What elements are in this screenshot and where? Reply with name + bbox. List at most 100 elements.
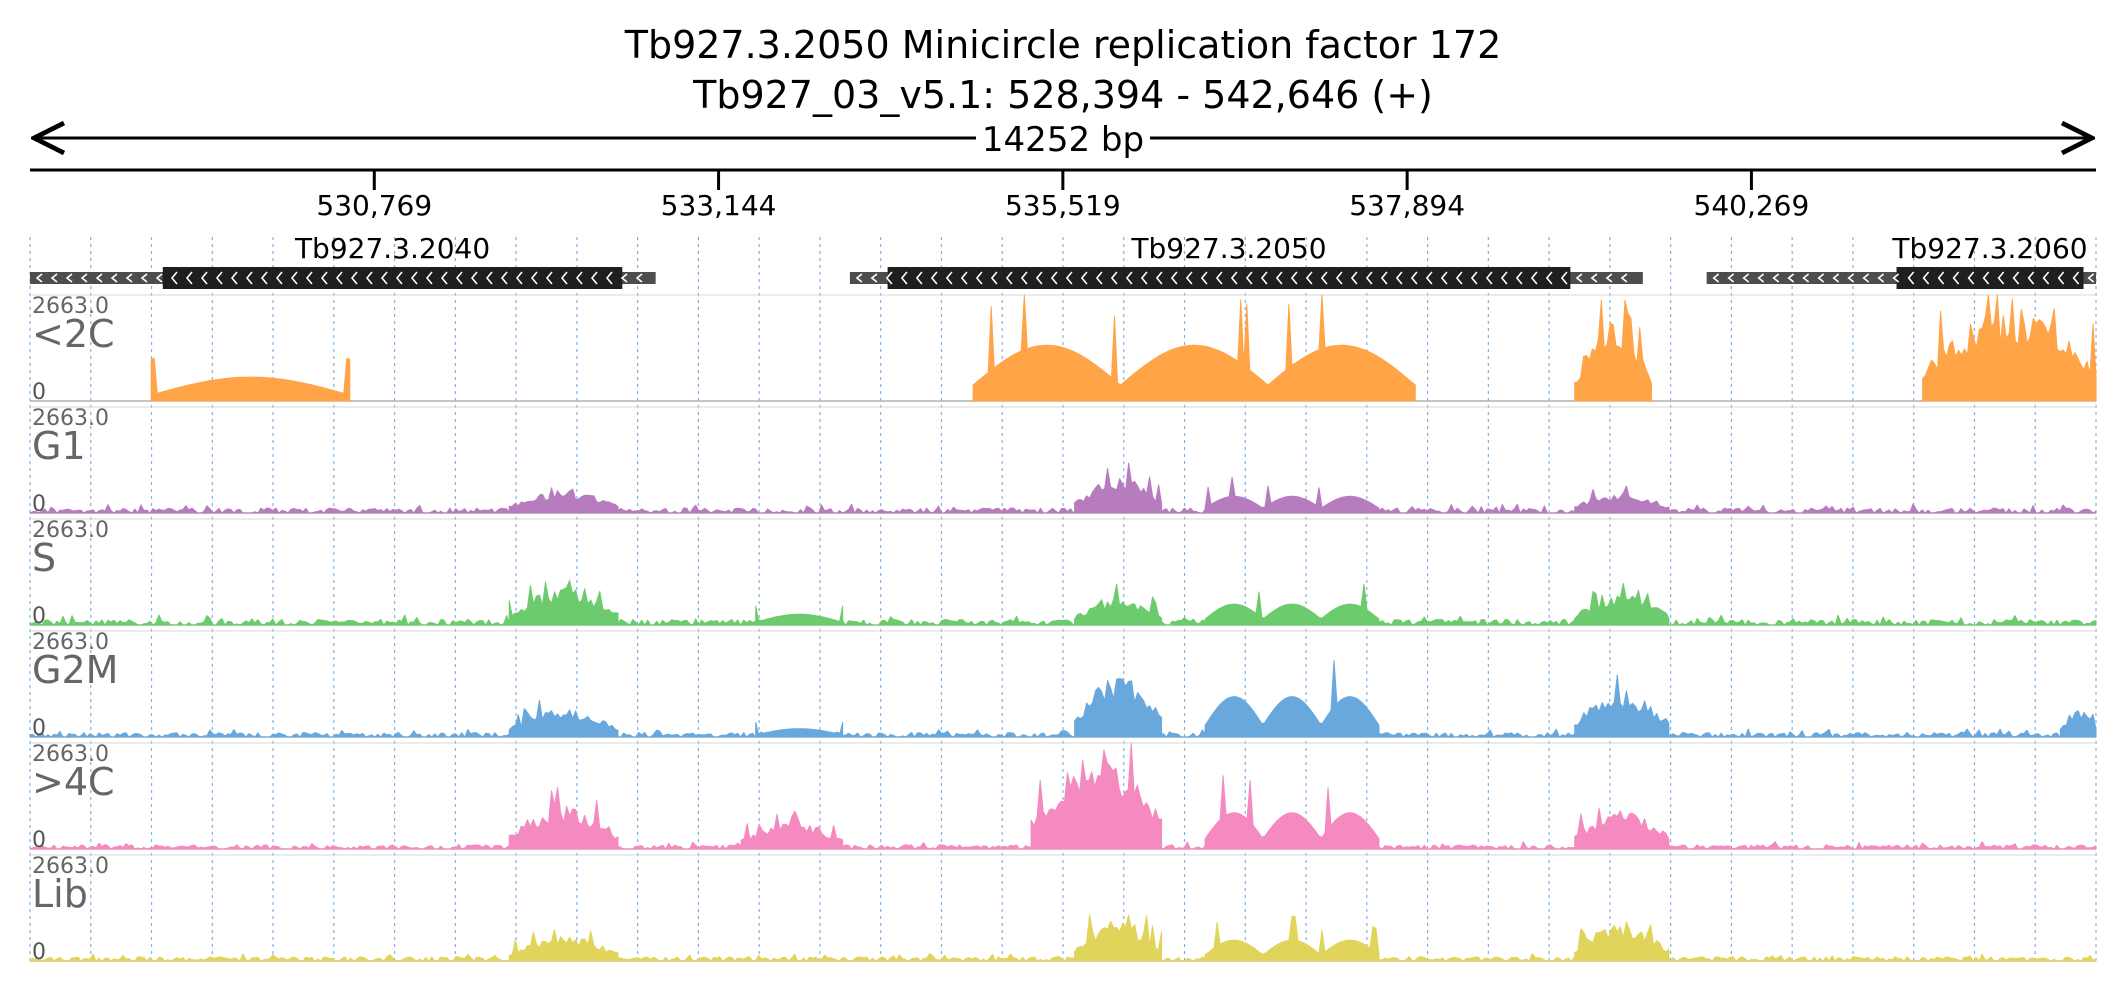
strand-arrow xyxy=(1020,271,1028,285)
strand-arrow xyxy=(1110,271,1118,285)
figure-subtitle: Tb927_03_v5.1: 528,394 - 542,646 (+) xyxy=(692,73,1433,117)
ruler-tick-label: 535,519 xyxy=(1005,189,1121,222)
strand-arrow xyxy=(395,271,403,285)
strand-arrow xyxy=(2012,271,2020,285)
strand-arrow xyxy=(1455,271,1463,285)
coverage-area xyxy=(1074,678,1163,738)
strand-arrow xyxy=(2027,271,2035,285)
strand-arrow xyxy=(515,271,523,285)
coverage-area xyxy=(755,721,844,738)
coverage-area xyxy=(1204,583,1380,626)
strand-arrow xyxy=(575,271,583,285)
strand-arrow xyxy=(110,273,118,283)
strand-arrow xyxy=(1365,271,1373,285)
strand-arrow xyxy=(1575,273,1583,283)
coverage-area xyxy=(1574,583,1670,626)
coverage-area xyxy=(1922,294,2097,402)
strand-arrow xyxy=(125,273,133,283)
strand-arrow xyxy=(1200,271,1208,285)
strand-arrow xyxy=(455,271,463,285)
strand-arrow xyxy=(245,271,253,285)
strand-arrow xyxy=(1877,273,1885,283)
track-name-label: >4C xyxy=(32,760,115,804)
coverage-area xyxy=(1574,807,1670,850)
strand-arrow xyxy=(870,273,878,283)
strand-arrow xyxy=(1155,271,1163,285)
strand-arrow xyxy=(560,271,568,285)
strand-arrow xyxy=(1757,273,1765,283)
track-ymin-label: 0 xyxy=(32,492,46,517)
strand-arrow xyxy=(1095,271,1103,285)
strand-arrow xyxy=(1832,273,1840,283)
strand-arrow xyxy=(260,271,268,285)
strand-arrow xyxy=(170,271,178,285)
track-ymax-label: 2663.0 xyxy=(32,518,109,543)
coverage-area xyxy=(740,810,844,850)
strand-arrow xyxy=(140,273,148,283)
coverage-area xyxy=(508,487,619,514)
coverage-area xyxy=(1574,485,1670,514)
strand-arrow xyxy=(1335,271,1343,285)
strand-arrow xyxy=(1922,271,1930,285)
strand-arrow xyxy=(1245,271,1253,285)
strand-arrow xyxy=(1817,273,1825,283)
strand-arrow xyxy=(470,271,478,285)
gene-cds-bar xyxy=(887,267,1571,289)
strand-arrow xyxy=(35,273,43,283)
strand-arrow xyxy=(1470,271,1478,285)
strand-arrow xyxy=(1140,271,1148,285)
strand-arrow xyxy=(1410,271,1418,285)
gene-label: Tb927.3.2050 xyxy=(1130,232,1326,265)
strand-arrow xyxy=(80,273,88,283)
strand-arrow xyxy=(915,271,923,285)
track-name-label: G1 xyxy=(32,424,86,468)
strand-arrow xyxy=(1590,273,1598,283)
strand-arrow xyxy=(1230,271,1238,285)
strand-arrow xyxy=(1892,273,1900,283)
coverage-area xyxy=(972,294,1416,402)
track-ymin-label: 0 xyxy=(32,828,46,853)
ruler-ticks: 530,769 533,144 535,519 537,894 540,269 xyxy=(316,170,1809,222)
strand-arrow xyxy=(1742,273,1750,283)
coverage-area xyxy=(508,786,619,850)
strand-arrow xyxy=(1485,271,1493,285)
strand-arrow xyxy=(2042,271,2050,285)
coverage-area xyxy=(1030,742,1163,850)
coverage-track: 2663.0S 0 xyxy=(29,518,2097,629)
strand-arrow xyxy=(365,271,373,285)
ruler-tick-label: 533,144 xyxy=(661,189,777,222)
strand-arrow xyxy=(230,271,238,285)
strand-arrow xyxy=(1530,271,1538,285)
strand-arrow xyxy=(275,271,283,285)
strand-arrow xyxy=(1035,271,1043,285)
strand-arrow xyxy=(1862,273,1870,283)
strand-arrow xyxy=(200,271,208,285)
strand-arrow xyxy=(410,271,418,285)
track-name-label: Lib xyxy=(32,872,88,916)
gene-annotation-track: Tb927.3.2040 Tb927.3.2050 Tb927.3.2060 xyxy=(30,232,2096,289)
strand-arrow xyxy=(350,271,358,285)
strand-arrow xyxy=(1937,271,1945,285)
strand-arrow xyxy=(215,271,223,285)
strand-arrow xyxy=(1185,271,1193,285)
strand-arrow xyxy=(1005,271,1013,285)
ruler-tick-label: 537,894 xyxy=(1349,189,1465,222)
coverage-area xyxy=(1074,914,1163,962)
ruler-tick-label: 530,769 xyxy=(316,189,432,222)
track-ymax-label: 2663.0 xyxy=(32,406,109,431)
strand-arrow xyxy=(930,271,938,285)
strand-arrow xyxy=(635,273,643,283)
strand-arrow xyxy=(320,271,328,285)
strand-arrow xyxy=(305,271,313,285)
strand-arrow xyxy=(620,273,628,283)
track-ymin-label: 0 xyxy=(32,604,46,629)
track-ymin-label: 0 xyxy=(32,716,46,741)
strand-arrow xyxy=(1380,271,1388,285)
coverage-area xyxy=(508,929,619,962)
track-name-label: S xyxy=(32,536,56,580)
strand-arrow xyxy=(590,271,598,285)
gene-label: Tb927.3.2040 xyxy=(294,232,490,265)
span-length-label: 14252 bp xyxy=(982,120,1144,160)
